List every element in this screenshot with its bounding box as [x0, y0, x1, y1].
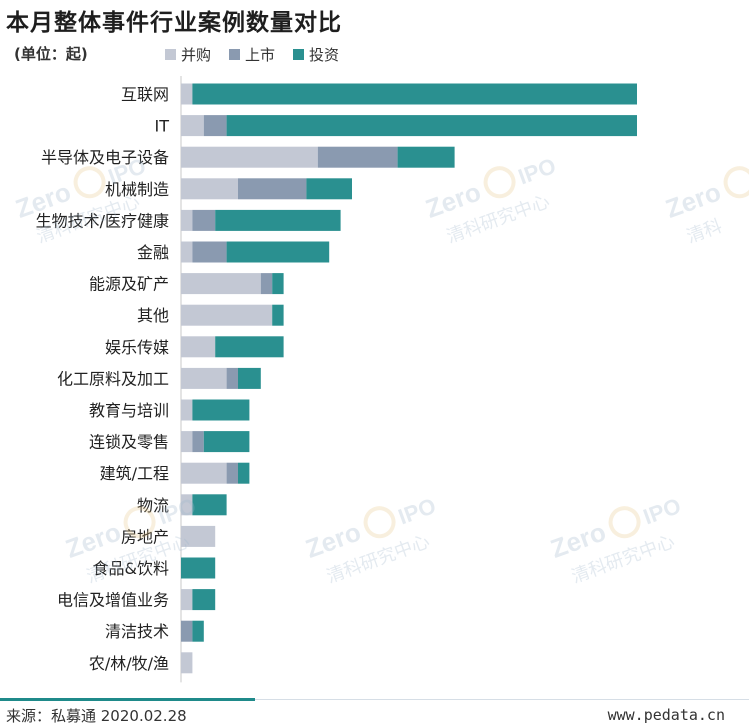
bar-segment-investment: [238, 462, 250, 484]
bar-segment-ipo: [181, 620, 193, 642]
bar-segment-investment: [192, 494, 227, 516]
bar-segment-merger: [181, 115, 204, 137]
category-label: 互联网: [121, 85, 169, 104]
bar-segment-investment: [215, 209, 341, 231]
legend: 并购 上市 投资: [165, 44, 339, 65]
legend-label-ipo: 上市: [245, 46, 276, 64]
bar-segment-investment: [397, 146, 455, 168]
bar-segment-merger: [181, 83, 193, 105]
category-label: 金融: [137, 243, 169, 262]
category-label: 物流: [137, 496, 169, 515]
bar-segment-merger: [181, 462, 227, 484]
bar-segment-ipo: [192, 241, 227, 263]
bar-segment-investment: [272, 273, 284, 295]
legend-swatch-ipo: [229, 49, 241, 60]
bar-segment-merger: [181, 209, 193, 231]
bar-segment-ipo: [238, 178, 307, 200]
bar-segment-merger: [181, 525, 216, 547]
bar-segment-investment: [215, 336, 284, 358]
bar-segment-investment: [181, 557, 216, 579]
bar-segment-merger: [181, 336, 216, 358]
category-label: 建筑/工程: [100, 464, 169, 483]
legend-item-ipo: 上市: [229, 44, 275, 65]
category-label: 娱乐传媒: [105, 338, 169, 357]
bar-segment-merger: [181, 494, 193, 516]
category-label: 生物技术/医疗健康: [36, 211, 169, 230]
legend-item-merger: 并购: [165, 44, 211, 65]
unit-label: (单位：起): [14, 45, 88, 63]
category-label: IT: [155, 117, 170, 136]
chart-title: 本月整体事件行业案例数量对比: [6, 10, 342, 36]
category-label: 其他: [137, 306, 169, 325]
bar-segment-investment: [192, 620, 204, 642]
legend-swatch-investment: [293, 49, 305, 60]
category-label: 连锁及零售: [89, 433, 169, 452]
bar-segment-investment: [306, 178, 352, 200]
bar-segment-investment: [272, 304, 284, 326]
bar-segment-merger: [181, 367, 227, 389]
category-label: 教育与培训: [89, 401, 169, 420]
bar-chart: 互联网 IT 半导体及电子设备机械制造生物技术/医疗健康金融能源及矿产其他娱乐传媒化…: [36, 76, 637, 683]
category-label: 清洁技术: [105, 622, 169, 641]
bar-segment-merger: [181, 431, 193, 453]
bar-segment-investment: [203, 431, 250, 453]
legend-item-investment: 投资: [293, 44, 339, 65]
bar-segment-merger: [181, 304, 273, 326]
bar-segment-investment: [226, 241, 330, 263]
bar-segment-investment: [192, 399, 250, 421]
bar-segment-investment: [192, 83, 637, 105]
site-url: www.pedata.cn: [607, 706, 725, 724]
bar-segment-merger: [181, 146, 318, 168]
category-label: 化工原料及加工: [57, 369, 169, 388]
legend-swatch-merger: [165, 49, 176, 60]
category-label: 半导体及电子设备: [41, 148, 169, 167]
legend-label-investment: 投资: [309, 46, 340, 64]
category-label: 农/林/牧/渔: [89, 654, 169, 673]
category-label: 房地产: [121, 527, 169, 546]
legend-label-merger: 并购: [181, 46, 212, 64]
category-label: 能源及矿产: [89, 275, 169, 294]
bar-segment-ipo: [192, 431, 204, 453]
category-label: 机械制造: [105, 180, 169, 199]
footer-accent-bar: [0, 698, 255, 701]
bar-segment-merger: [181, 273, 261, 295]
category-label: 电信及增值业务: [57, 591, 169, 610]
source-note: 来源：私募通 2020.02.28: [6, 707, 187, 725]
bar-segment-ipo: [260, 273, 273, 295]
footer-divider: [0, 699, 749, 700]
bar-segment-merger: [181, 178, 238, 200]
bar-segment-merger: [181, 589, 193, 611]
bar-segment-investment: [226, 115, 637, 137]
bar-segment-ipo: [203, 115, 227, 137]
bar-segment-investment: [192, 589, 216, 611]
bar-segment-ipo: [226, 462, 238, 484]
category-label: 食品&饮料: [93, 559, 169, 578]
bar-segment-ipo: [317, 146, 398, 168]
bar-segment-merger: [181, 241, 193, 263]
bar-segment-merger: [181, 652, 193, 674]
bar-segment-ipo: [226, 367, 238, 389]
bar-segment-investment: [238, 367, 261, 389]
bar-segment-merger: [181, 399, 193, 421]
bar-segment-ipo: [192, 209, 216, 231]
